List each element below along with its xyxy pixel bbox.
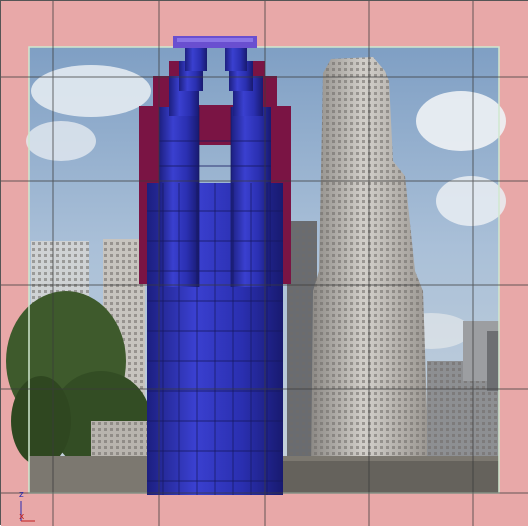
axis-z-label: z	[19, 490, 24, 500]
tower-model[interactable]	[139, 36, 291, 495]
axis-x-label: x	[19, 512, 25, 522]
axis-gizmo	[20, 501, 35, 522]
